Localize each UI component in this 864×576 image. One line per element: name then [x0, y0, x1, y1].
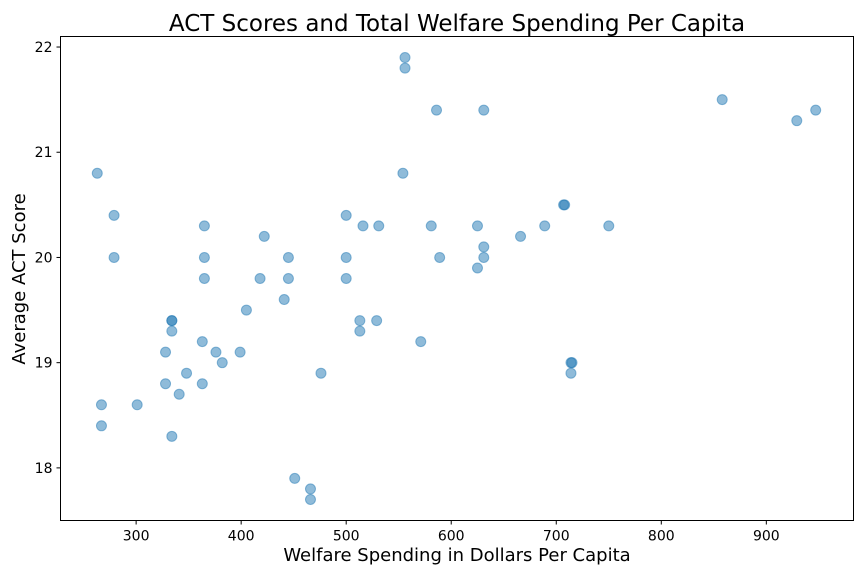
y-tick-label: 20 [35, 250, 53, 266]
scatter-point [357, 220, 369, 232]
scatter-point [282, 273, 294, 284]
scatter-point [95, 420, 107, 432]
scatter-point [354, 315, 366, 327]
scatter-point [198, 251, 210, 263]
scatter-point [173, 388, 185, 400]
scatter-point [131, 399, 143, 411]
scatter-point [471, 220, 483, 232]
scatter-point [478, 251, 490, 263]
x-tick-label: 400 [228, 529, 255, 545]
x-tick-label: 700 [543, 529, 570, 545]
scatter-point [304, 493, 316, 505]
plot-frame [60, 36, 854, 521]
scatter-point [289, 472, 301, 484]
scatter-point [234, 346, 246, 358]
scatter-point [216, 357, 228, 369]
scatter-point [254, 273, 266, 284]
scatter-point [434, 251, 446, 263]
scatter-point [240, 304, 252, 316]
scatter-point [166, 325, 178, 337]
y-tick-label: 21 [35, 145, 53, 161]
scatter-point [354, 325, 366, 337]
scatter-point [166, 315, 178, 327]
y-tick-label: 22 [35, 40, 53, 56]
scatter-point [258, 230, 270, 242]
scatter-point [160, 378, 172, 390]
y-tick-label: 18 [35, 461, 53, 477]
scatter-point [196, 336, 208, 348]
scatter-point [810, 104, 822, 116]
x-tick-label: 600 [438, 529, 465, 545]
scatter-point [399, 52, 411, 64]
scatter-point [304, 483, 316, 495]
scatter-point [196, 378, 208, 390]
scatter-point [373, 220, 385, 232]
scatter-point [108, 209, 120, 221]
axis-ticks: 300 400 500 600 700 800 900 18 19 20 21 22 [35, 40, 780, 544]
chart-title: ACT Scores and Total Welfare Spending Pe… [169, 11, 745, 37]
scatter-point [371, 315, 383, 327]
scatter-point [108, 251, 120, 263]
scatter-point [603, 220, 615, 232]
x-tick-label: 300 [123, 529, 150, 545]
scatter-point [566, 357, 578, 369]
scatter-point [210, 346, 222, 358]
scatter-point [415, 336, 427, 348]
scatter-point [791, 115, 803, 127]
x-tick-label: 800 [648, 529, 675, 545]
scatter-point [478, 241, 490, 253]
scatter-point [716, 94, 728, 106]
scatter-point [95, 399, 107, 411]
scatter-point [91, 167, 103, 179]
data-points [91, 52, 822, 505]
scatter-point [198, 273, 210, 284]
scatter-point [425, 220, 437, 232]
scatter-point [340, 209, 352, 221]
scatter-point [160, 346, 172, 358]
scatter-point [166, 430, 178, 442]
scatter-point [181, 367, 193, 379]
scatter-point [559, 199, 571, 211]
scatter-point [565, 367, 577, 379]
scatter-point [278, 294, 290, 306]
y-axis-label: Average ACT Score [9, 193, 30, 364]
scatter-point [478, 104, 490, 116]
scatter-point [282, 251, 294, 263]
scatter-point [315, 367, 327, 379]
scatter-point [340, 273, 352, 284]
scatter-point [515, 230, 527, 242]
scatter-point [198, 220, 210, 232]
scatter-point [399, 62, 411, 74]
scatter-point [431, 104, 443, 116]
scatter-point [340, 251, 352, 263]
x-tick-label: 900 [753, 529, 780, 545]
scatter-point [539, 220, 551, 232]
x-axis-label: Welfare Spending in Dollars Per Capita [283, 545, 630, 566]
x-tick-label: 500 [333, 529, 360, 545]
scatter-point [471, 262, 483, 274]
y-tick-label: 19 [35, 356, 53, 372]
scatter-point [397, 167, 409, 179]
